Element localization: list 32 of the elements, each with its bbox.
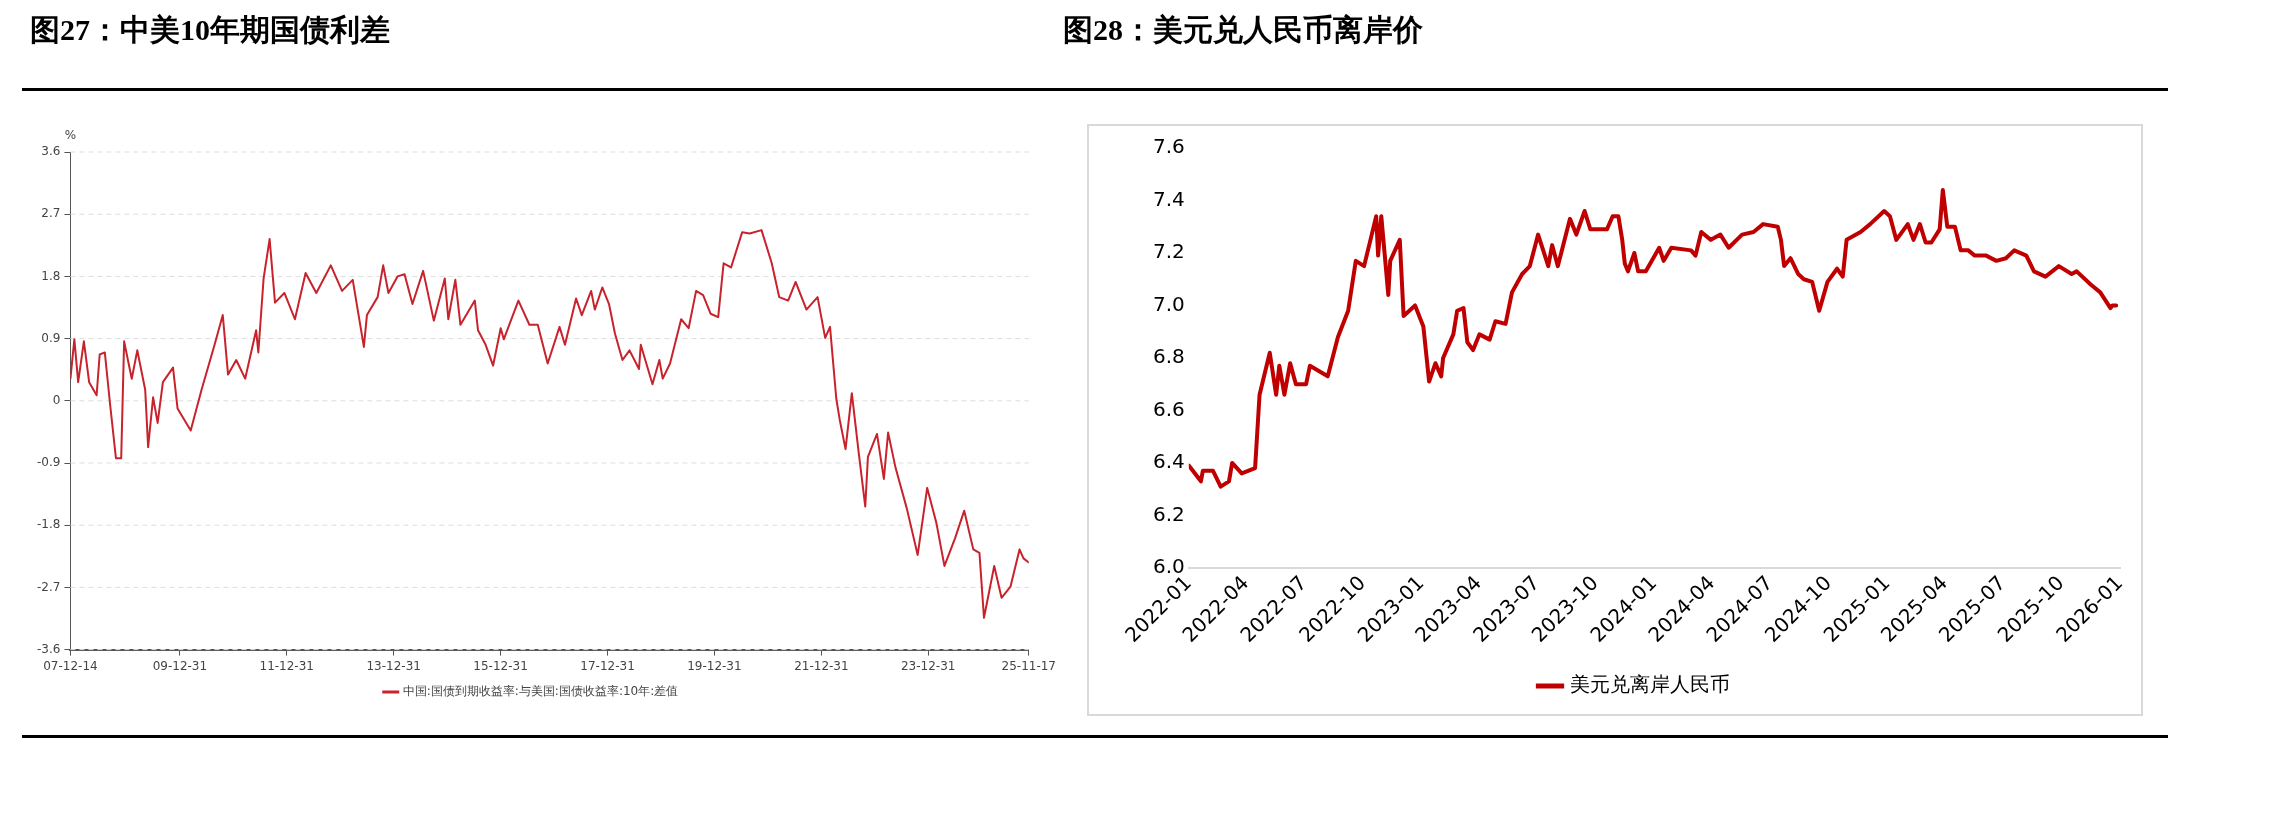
x-tick-label: 07-12-14 [43, 658, 98, 673]
x-tick-label: 09-12-31 [152, 658, 208, 673]
x-tick-label: 11-12-31 [259, 658, 314, 673]
y-tick-label: -2.7 [36, 579, 61, 594]
y-tick-label: 7.2 [1152, 239, 1185, 264]
x-tick-label: 17-12-31 [580, 658, 635, 673]
y-tick-label: 6.4 [1152, 449, 1185, 474]
y-axis-title: % [64, 128, 77, 143]
legend-label: 中国:国债到期收益率:与美国:国债收益率:10年:差值 [402, 684, 679, 699]
y-tick-label: 7.6 [1152, 134, 1185, 159]
y-tick-label: -3.6 [36, 641, 61, 656]
y-tick-label: -1.8 [36, 517, 61, 532]
y-tick-label: 3.6 [41, 144, 61, 159]
y-tick-label: 6.6 [1152, 396, 1185, 421]
y-tick-label: 7.4 [1152, 186, 1185, 211]
y-tick-label: 0 [52, 392, 61, 407]
y-tick-label: 2.7 [41, 206, 61, 221]
legend-label: 美元兑离岸人民币 [1570, 672, 1730, 697]
y-tick-label: 6.2 [1152, 501, 1185, 526]
x-tick-label: 15-12-31 [473, 658, 528, 673]
y-tick-label: 7.0 [1152, 291, 1185, 316]
chart-title: 图28：美元兑人民币离岸价 [1063, 12, 1423, 48]
y-tick-label: 6.8 [1152, 344, 1185, 369]
x-tick-label: 21-12-31 [794, 658, 849, 673]
y-tick-label: 1.8 [41, 268, 61, 283]
y-tick-label: 0.9 [41, 330, 61, 345]
chart-title: 图27：中美10年期国债利差 [30, 12, 390, 48]
x-tick-label: 23-12-31 [900, 658, 956, 673]
y-tick-label: -0.9 [36, 455, 61, 470]
x-tick-label: 25-11-17 [1001, 658, 1056, 673]
x-tick-label: 19-12-31 [687, 658, 742, 673]
x-tick-label: 13-12-31 [366, 658, 421, 673]
